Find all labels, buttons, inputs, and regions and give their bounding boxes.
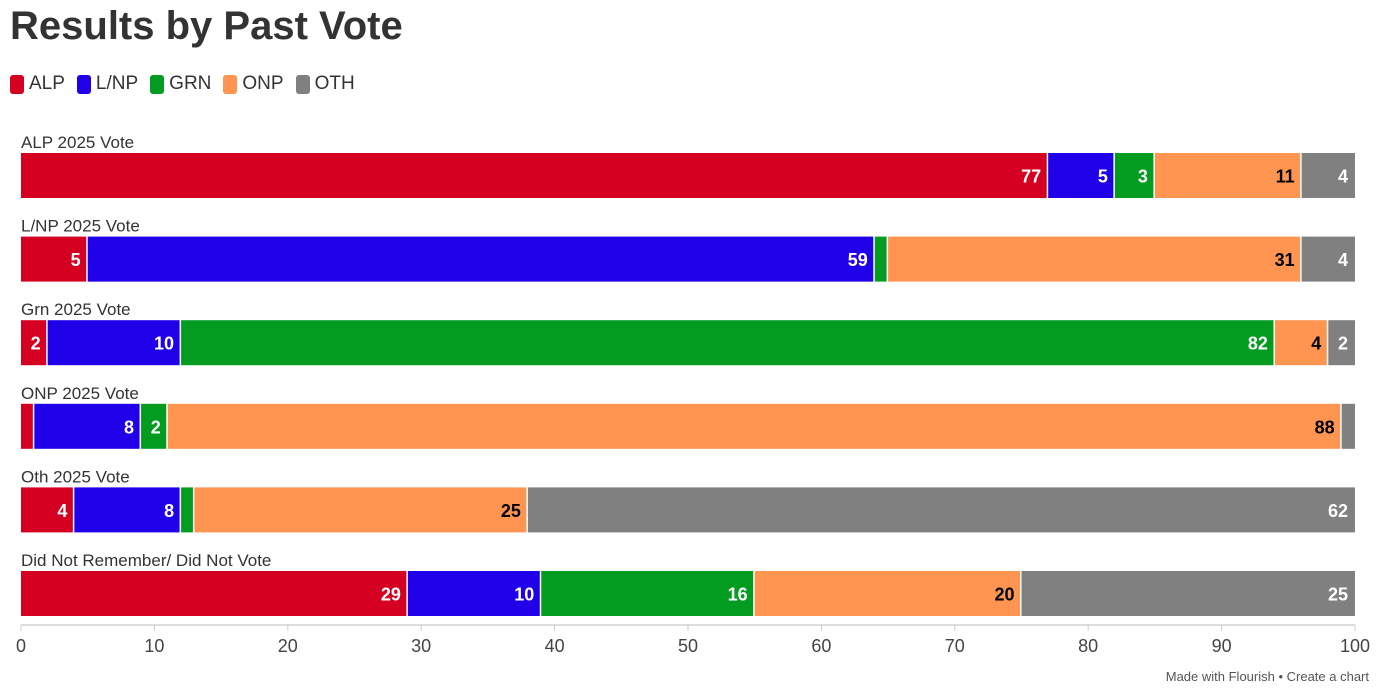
x-tick-label: 100 bbox=[1340, 636, 1370, 656]
data-label: 25 bbox=[1328, 585, 1348, 605]
data-label: 5 bbox=[1098, 167, 1108, 187]
row-label: ONP 2025 Vote bbox=[21, 384, 139, 403]
bar-segment-lnp bbox=[34, 403, 140, 449]
x-tick-label: 0 bbox=[16, 636, 26, 656]
data-label: 29 bbox=[381, 585, 401, 605]
flourish-credit-link[interactable]: Made with Flourish • Create a chart bbox=[1165, 669, 1369, 684]
bar-segment-oth bbox=[1301, 236, 1355, 282]
bar-segment-alp bbox=[21, 236, 87, 282]
data-label: 4 bbox=[1338, 250, 1348, 270]
data-label: 20 bbox=[994, 585, 1014, 605]
data-label: 10 bbox=[154, 334, 174, 354]
bar-segment-lnp bbox=[47, 320, 180, 366]
bar-segment-onp bbox=[1154, 153, 1301, 198]
bar-segment-onp bbox=[1274, 320, 1327, 366]
data-label: 4 bbox=[57, 501, 67, 521]
bar-segment-grn bbox=[874, 236, 887, 282]
bar-segment-lnp bbox=[74, 487, 180, 533]
x-tick-label: 80 bbox=[1078, 636, 1098, 656]
legend-label: ONP bbox=[242, 73, 284, 94]
bar-segment-oth bbox=[1328, 320, 1355, 366]
row-label: Oth 2025 Vote bbox=[21, 467, 130, 486]
bar-segment-grn bbox=[1114, 153, 1154, 198]
x-tick-label: 40 bbox=[545, 636, 565, 656]
x-tick-label: 90 bbox=[1212, 636, 1232, 656]
data-label: 2 bbox=[151, 417, 161, 437]
data-label: 8 bbox=[124, 417, 134, 437]
legend: ALP L/NP GRN ONP OTH bbox=[10, 73, 355, 95]
bar-segment-oth bbox=[1301, 153, 1355, 198]
bar-segment-lnp bbox=[87, 236, 874, 282]
data-label: 77 bbox=[1021, 167, 1041, 187]
data-label: 5 bbox=[71, 250, 81, 270]
data-label: 11 bbox=[1276, 167, 1295, 187]
row-label: ALP 2025 Vote bbox=[21, 133, 134, 152]
bar-segment-onp bbox=[167, 403, 1341, 449]
legend-item-lnp[interactable]: L/NP bbox=[76, 73, 139, 95]
data-label: 62 bbox=[1328, 501, 1348, 521]
bar-segment-lnp bbox=[407, 571, 540, 616]
legend-item-oth[interactable]: OTH bbox=[295, 73, 355, 95]
bar-segment-alp bbox=[21, 571, 407, 616]
chart-title: Results by Past Vote bbox=[10, 4, 403, 48]
legend-swatch bbox=[76, 74, 91, 94]
data-label: 4 bbox=[1338, 167, 1348, 187]
bar-segment-lnp bbox=[1048, 153, 1114, 198]
row-label: Grn 2025 Vote bbox=[21, 300, 131, 319]
data-label: 31 bbox=[1275, 250, 1295, 270]
bar-segment-alp bbox=[21, 487, 73, 533]
legend-label: GRN bbox=[169, 73, 212, 94]
data-label: 25 bbox=[501, 501, 521, 521]
bar-segment-grn bbox=[181, 320, 1274, 366]
bar-segment-alp bbox=[21, 153, 1047, 198]
data-label: 59 bbox=[848, 250, 868, 270]
row-label: Did Not Remember/ Did Not Vote bbox=[21, 551, 271, 570]
bar-segment-grn bbox=[141, 403, 167, 449]
legend-swatch bbox=[150, 74, 165, 94]
x-tick-label: 50 bbox=[678, 636, 698, 656]
legend-item-onp[interactable]: ONP bbox=[223, 73, 284, 95]
bar-segment-onp bbox=[754, 571, 1020, 616]
data-label: 8 bbox=[164, 501, 174, 521]
data-label: 3 bbox=[1138, 167, 1148, 187]
x-tick-label: 20 bbox=[278, 636, 298, 656]
bar-segment-oth bbox=[527, 487, 1355, 533]
row-label: L/NP 2025 Vote bbox=[21, 217, 140, 236]
bar-segment-oth bbox=[1021, 571, 1355, 616]
data-label: 4 bbox=[1311, 334, 1321, 354]
legend-label: L/NP bbox=[95, 73, 139, 94]
x-tick-label: 10 bbox=[144, 636, 164, 656]
bar-segment-oth bbox=[1341, 403, 1355, 449]
legend-swatch bbox=[10, 74, 24, 94]
data-label: 2 bbox=[1338, 334, 1348, 354]
legend-item-alp[interactable]: ALP bbox=[10, 73, 65, 95]
bar-segment-onp bbox=[194, 487, 527, 533]
bar-segment-alp bbox=[21, 320, 47, 366]
bar-segment-grn bbox=[541, 571, 754, 616]
x-tick-label: 60 bbox=[811, 636, 831, 656]
data-label: 10 bbox=[514, 585, 534, 605]
data-label: 82 bbox=[1248, 334, 1268, 354]
legend-swatch bbox=[295, 74, 310, 94]
data-label: 16 bbox=[728, 585, 748, 605]
data-label: 88 bbox=[1315, 417, 1335, 437]
bar-segment-onp bbox=[888, 236, 1301, 282]
data-label: 2 bbox=[31, 334, 41, 354]
x-tick-label: 30 bbox=[411, 636, 431, 656]
legend-label: OTH bbox=[314, 73, 355, 94]
bar-segment-grn bbox=[181, 487, 193, 533]
x-tick-label: 70 bbox=[945, 636, 965, 656]
bar-segment-alp bbox=[21, 403, 33, 449]
legend-label: ALP bbox=[29, 73, 65, 94]
legend-swatch bbox=[223, 74, 238, 94]
legend-item-grn[interactable]: GRN bbox=[150, 73, 211, 95]
